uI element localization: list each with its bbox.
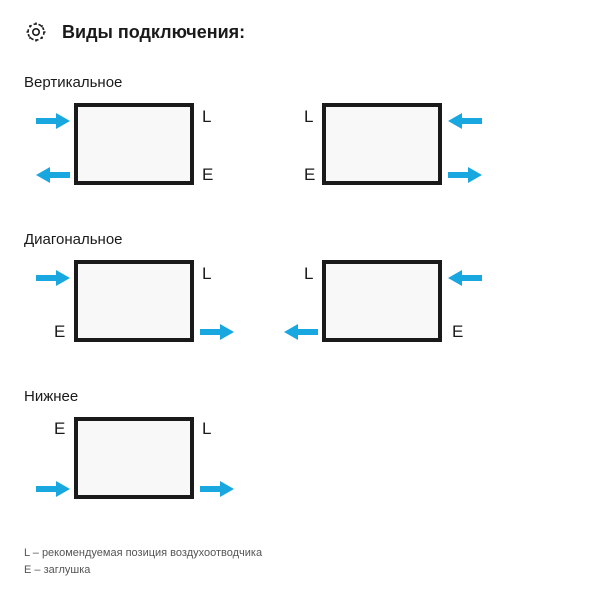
section-vertical: Вертикальное LE LE bbox=[24, 74, 576, 197]
flow-arrow-left bbox=[284, 324, 318, 340]
diagram-row: LE LE bbox=[24, 97, 576, 197]
header: Виды подключения: bbox=[24, 20, 576, 44]
diagram: LE bbox=[272, 97, 492, 197]
flow-arrow-left bbox=[36, 167, 70, 183]
flow-arrow-right bbox=[36, 113, 70, 129]
radiator-rect bbox=[74, 260, 194, 342]
port-label: E bbox=[54, 322, 65, 342]
flow-arrow-right bbox=[36, 481, 70, 497]
flow-arrow-right bbox=[200, 324, 234, 340]
port-label: E bbox=[54, 419, 65, 439]
flow-arrow-right bbox=[200, 481, 234, 497]
flow-arrow-left bbox=[448, 113, 482, 129]
page-title: Виды подключения: bbox=[62, 22, 245, 43]
legend-l: L – рекомендуемая позиция воздухоотводчи… bbox=[24, 545, 576, 562]
port-label: E bbox=[202, 165, 213, 185]
port-label: L bbox=[202, 419, 211, 439]
sections-container: Вертикальное LE LEДиагональное LE LEНижн… bbox=[24, 74, 576, 511]
port-label: L bbox=[304, 107, 313, 127]
radiator-rect bbox=[322, 260, 442, 342]
radiator-rect bbox=[74, 417, 194, 499]
diagram: LE bbox=[24, 97, 244, 197]
diagram: LE bbox=[24, 254, 244, 354]
port-label: E bbox=[452, 322, 463, 342]
section-title: Нижнее bbox=[24, 388, 576, 405]
radiator-rect bbox=[322, 103, 442, 185]
port-label: L bbox=[304, 264, 313, 284]
gear-icon bbox=[24, 20, 48, 44]
section-title: Диагональное bbox=[24, 231, 576, 248]
diagram: LE bbox=[272, 254, 492, 354]
section-diagonal: Диагональное LE LE bbox=[24, 231, 576, 354]
diagram: EL bbox=[24, 411, 244, 511]
flow-arrow-right bbox=[36, 270, 70, 286]
legend: L – рекомендуемая позиция воздухоотводчи… bbox=[24, 545, 576, 578]
legend-e: E – заглушка bbox=[24, 562, 576, 579]
port-label: L bbox=[202, 107, 211, 127]
port-label: L bbox=[202, 264, 211, 284]
radiator-rect bbox=[74, 103, 194, 185]
port-label: E bbox=[304, 165, 315, 185]
diagram-row: LE LE bbox=[24, 254, 576, 354]
section-title: Вертикальное bbox=[24, 74, 576, 91]
flow-arrow-left bbox=[448, 270, 482, 286]
section-bottom: Нижнее EL bbox=[24, 388, 576, 511]
diagram-row: EL bbox=[24, 411, 576, 511]
flow-arrow-right bbox=[448, 167, 482, 183]
